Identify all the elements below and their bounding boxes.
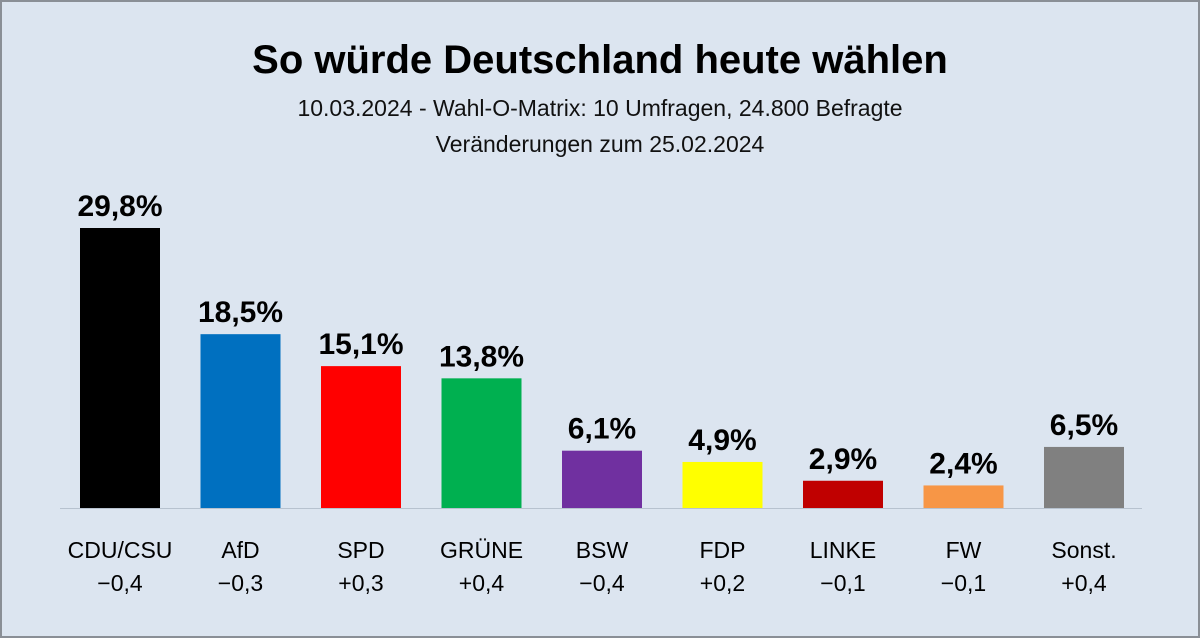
- category-label-spd: SPD: [337, 537, 384, 563]
- category-label-bsw: BSW: [576, 537, 629, 563]
- value-label-bsw: 6,1%: [568, 413, 636, 446]
- bar-spd: [321, 366, 401, 508]
- value-label-fw: 2,4%: [929, 447, 997, 480]
- bar-fdp: [682, 461, 763, 508]
- category-label-cdu-csu: CDU/CSU: [68, 537, 173, 563]
- bar-cdu-csu: [80, 228, 160, 508]
- bar-grüne: [441, 378, 522, 508]
- change-label-linke: −0,1: [820, 570, 865, 596]
- value-label-spd: 15,1%: [318, 328, 403, 361]
- category-label-sonst: Sonst.: [1051, 537, 1116, 563]
- bar-bsw: [562, 450, 642, 508]
- change-label-fw: −0,1: [941, 570, 986, 596]
- value-label-cdu-csu: 29,8%: [77, 190, 162, 223]
- change-label-cdu-csu: −0,4: [97, 570, 143, 596]
- value-label-linke: 2,9%: [809, 443, 877, 476]
- bar-fw: [923, 485, 1004, 508]
- value-label-sonst: 6,5%: [1050, 409, 1118, 442]
- bar-sonst: [1044, 446, 1124, 508]
- value-label-fdp: 4,9%: [688, 424, 756, 457]
- bar-afd: [200, 334, 281, 508]
- change-label-fdp: +0,2: [700, 570, 745, 596]
- category-label-fdp: FDP: [700, 537, 746, 563]
- category-label-afd: AfD: [221, 537, 259, 563]
- category-label-grüne: GRÜNE: [440, 537, 523, 563]
- category-label-linke: LINKE: [810, 537, 876, 563]
- chart-subtitle-date: 10.03.2024 - Wahl-O-Matrix: 10 Umfragen,…: [297, 95, 903, 121]
- value-label-grüne: 13,8%: [439, 340, 524, 373]
- change-label-sonst: +0,4: [1061, 570, 1107, 596]
- value-label-afd: 18,5%: [198, 296, 283, 329]
- category-label-fw: FW: [946, 537, 982, 563]
- chart-title: So würde Deutschland heute wählen: [252, 38, 948, 82]
- change-label-afd: −0,3: [218, 570, 263, 596]
- change-label-spd: +0,3: [338, 570, 383, 596]
- change-label-grüne: +0,4: [459, 570, 505, 596]
- chart-subtitle-changes: Veränderungen zum 25.02.2024: [435, 131, 765, 157]
- bar-linke: [803, 480, 883, 508]
- change-label-bsw: −0,4: [579, 570, 625, 596]
